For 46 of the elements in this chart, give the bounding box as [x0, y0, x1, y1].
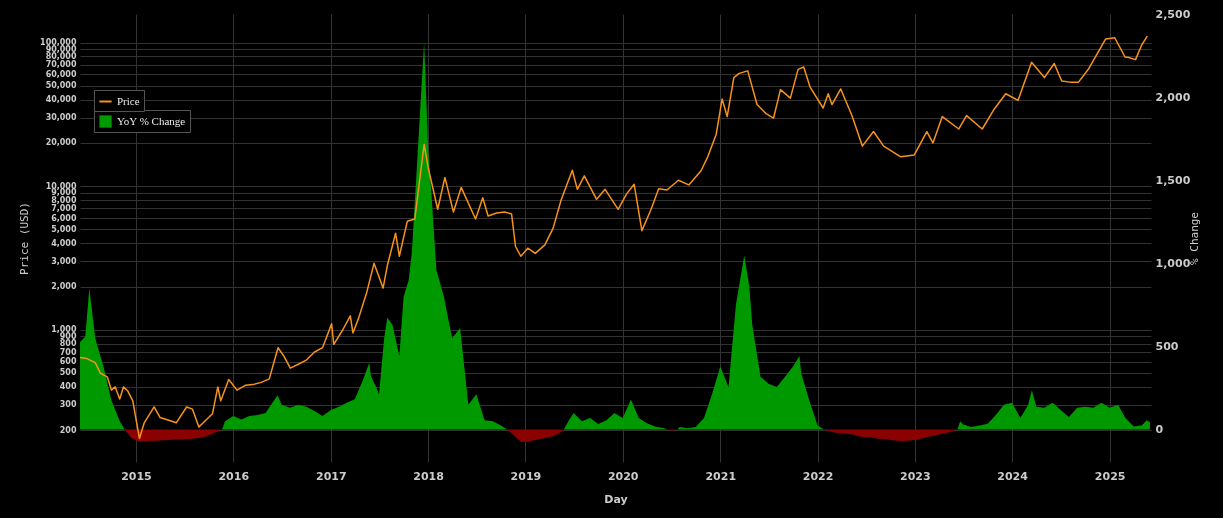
- y-tick-label: 80,000: [45, 51, 77, 61]
- x-tick-label: 2020: [607, 469, 639, 483]
- y-tick-label: 900: [59, 331, 77, 341]
- y-tick-label: 70,000: [45, 60, 77, 70]
- y-tick-label: 500: [59, 368, 77, 378]
- y-tick-label: 600: [59, 357, 77, 367]
- x-tick-label: 2015: [121, 469, 152, 483]
- y2-axis-title: % Change: [1188, 212, 1202, 265]
- x-tick-label: 2025: [1094, 469, 1126, 483]
- y-tick-label: 50,000: [45, 81, 77, 91]
- y-tick-label: 300: [59, 400, 77, 410]
- y-tick-label: 7,000: [51, 203, 77, 213]
- y2-tick-label: 500: [1155, 339, 1179, 353]
- y-tick-label: 400: [59, 382, 77, 392]
- x-axis-title: Day: [604, 492, 628, 506]
- x-tick-label: 2019: [510, 469, 542, 483]
- y-tick-label: 2,000: [51, 282, 77, 292]
- x-tick-label: 2022: [802, 469, 834, 483]
- x-tick-label: 2017: [316, 469, 347, 483]
- y-tick-label: 8,000: [51, 195, 77, 205]
- x-tick-label: 2021: [705, 469, 737, 483]
- y-tick-label: 5,000: [51, 224, 77, 234]
- y-tick-label: 3,000: [51, 256, 77, 266]
- y2-tick-label: 2,500: [1155, 7, 1191, 21]
- y2-tick-label: 2,000: [1155, 90, 1191, 104]
- y-tick-label: 4,000: [51, 238, 77, 248]
- legend-label: Price: [117, 94, 140, 107]
- y-tick-label: 6,000: [51, 213, 77, 223]
- y-axis-title: Price (USD): [18, 202, 32, 275]
- x-tick-label: 2016: [218, 469, 250, 483]
- y2-tick-label: 0: [1155, 423, 1164, 437]
- y-tick-label: 700: [59, 347, 77, 357]
- y-tick-label: 10,000: [45, 181, 77, 191]
- y-tick-label: 20,000: [45, 138, 77, 148]
- y-tick-label: 30,000: [45, 113, 77, 123]
- y-tick-label: 90,000: [45, 44, 77, 54]
- y2-tick-label: 1,000: [1155, 256, 1191, 270]
- y2-tick-label: 1,500: [1155, 173, 1191, 187]
- x-tick-label: 2024: [997, 469, 1029, 483]
- x-tick-label: 2023: [900, 469, 931, 483]
- y-tick-label: 800: [59, 339, 77, 349]
- legend-label: YoY % Change: [117, 114, 186, 127]
- y-tick-label: 40,000: [45, 95, 77, 105]
- y-tick-label: 200: [59, 425, 77, 435]
- y-tick-label: 60,000: [45, 69, 77, 79]
- x-tick-label: 2018: [413, 469, 444, 483]
